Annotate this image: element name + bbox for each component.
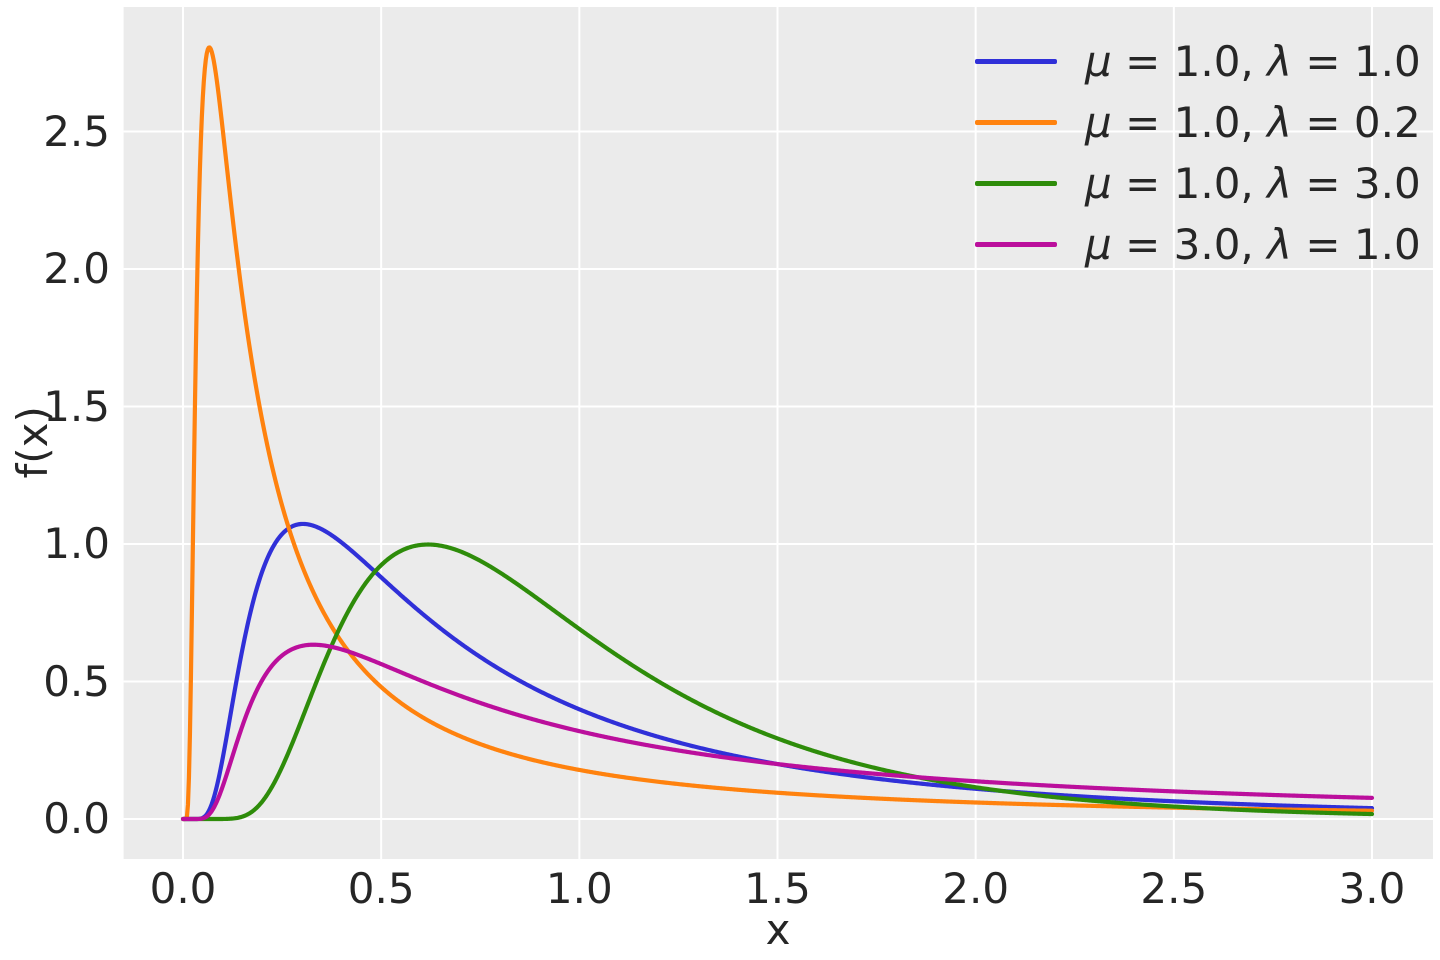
y-tick-label: 2.5	[43, 106, 110, 156]
x-axis-label: x	[765, 905, 791, 954]
legend-label: μ = 1.0, λ = 1.0	[1085, 37, 1421, 86]
gridlines	[123, 7, 1433, 859]
pdf-curves	[180, 45, 1375, 822]
legend-label: μ = 3.0, λ = 1.0	[1085, 220, 1421, 269]
x-tick-label: 0.0	[149, 864, 217, 913]
legend-line-swatch	[975, 242, 1057, 247]
y-axis-label: f(x)	[8, 406, 57, 479]
legend-item: μ = 3.0, λ = 1.0	[975, 214, 1421, 275]
legend-item: μ = 1.0, λ = 0.2	[975, 92, 1421, 153]
x-tick-label: 2.5	[1140, 864, 1208, 913]
x-tick-label: 2.0	[942, 864, 1010, 913]
legend: μ = 1.0, λ = 1.0 μ = 1.0, λ = 0.2 μ = 1.0,…	[975, 31, 1421, 275]
legend-label: μ = 1.0, λ = 3.0	[1085, 159, 1421, 208]
legend-line-swatch	[975, 120, 1057, 125]
pdf-curve	[180, 542, 1375, 822]
legend-line-swatch	[975, 59, 1057, 64]
y-tick-label: 2.0	[43, 244, 110, 293]
x-tick-label: 1.5	[744, 864, 811, 913]
y-tick-label: 1.5	[43, 381, 110, 431]
legend-item: μ = 1.0, λ = 3.0	[975, 153, 1421, 214]
y-tick-label: 0.5	[43, 656, 110, 706]
legend-item: μ = 1.0, λ = 1.0	[975, 31, 1421, 92]
pdf-curve	[180, 642, 1375, 822]
x-tick-label: 0.5	[347, 864, 415, 913]
y-tick-label: 1.0	[43, 519, 110, 568]
x-tick-label: 3.0	[1338, 864, 1406, 913]
x-tick-label: 1.0	[545, 864, 613, 913]
legend-label: μ = 1.0, λ = 0.2	[1085, 98, 1421, 147]
y-tick-label: 0.0	[43, 794, 110, 843]
legend-line-swatch	[975, 181, 1057, 186]
